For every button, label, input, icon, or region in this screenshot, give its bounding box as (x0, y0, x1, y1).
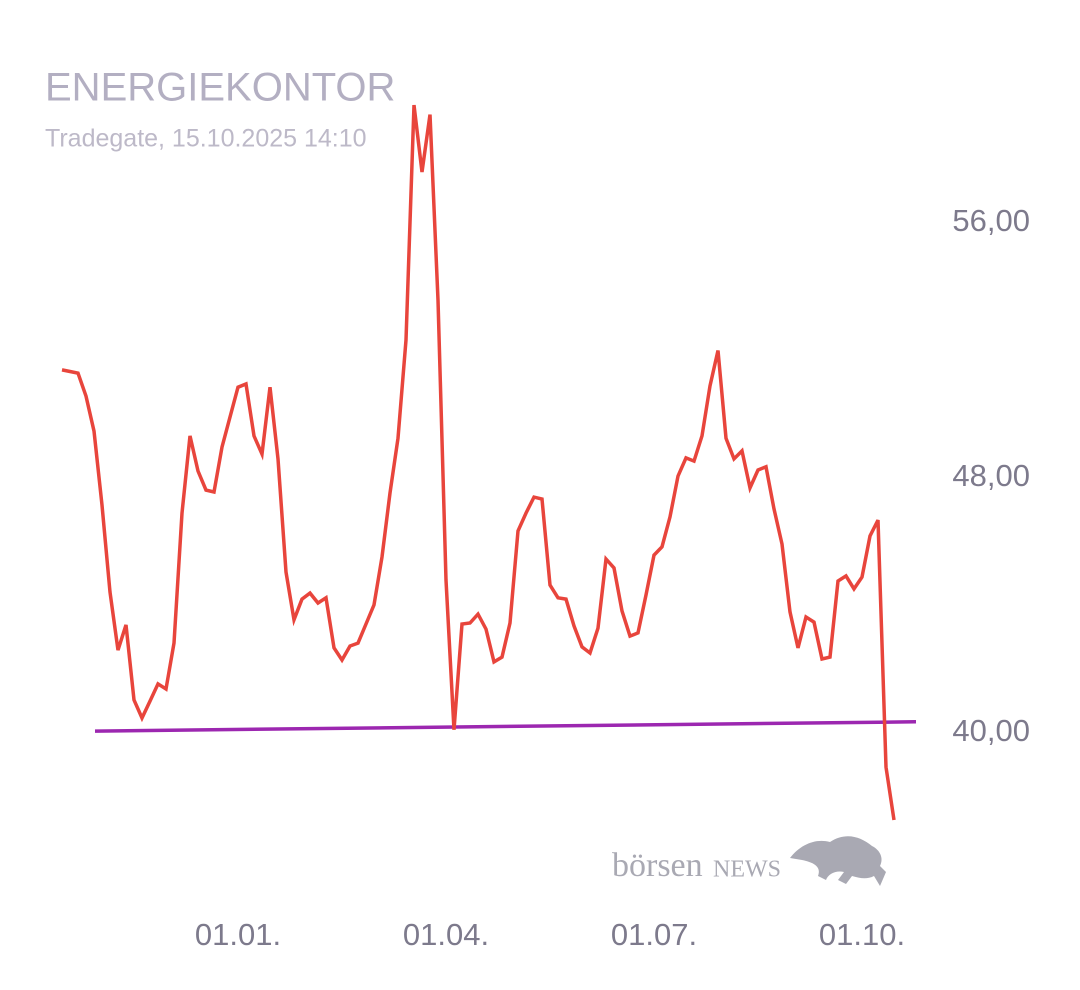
watermark: börsen NEWS (612, 836, 886, 886)
x-tick-label: 01.07. (611, 917, 697, 952)
trend-line (94, 720, 917, 733)
bull-icon (790, 836, 886, 886)
x-tick-label: 01.10. (819, 917, 905, 952)
x-tick-label: 01.01. (195, 917, 281, 952)
x-tick-label: 01.04. (403, 917, 489, 952)
watermark-text: börsen (612, 847, 703, 884)
price-line (61, 104, 896, 821)
y-tick-label: 48,00 (952, 458, 1030, 493)
watermark-text: NEWS (713, 857, 781, 883)
chart-subtitle: Tradegate, 15.10.2025 14:10 (45, 125, 367, 153)
y-tick-label: 56,00 (952, 203, 1030, 238)
chart-title: ENERGIEKONTOR (45, 66, 395, 110)
y-tick-label: 40,00 (952, 713, 1030, 748)
